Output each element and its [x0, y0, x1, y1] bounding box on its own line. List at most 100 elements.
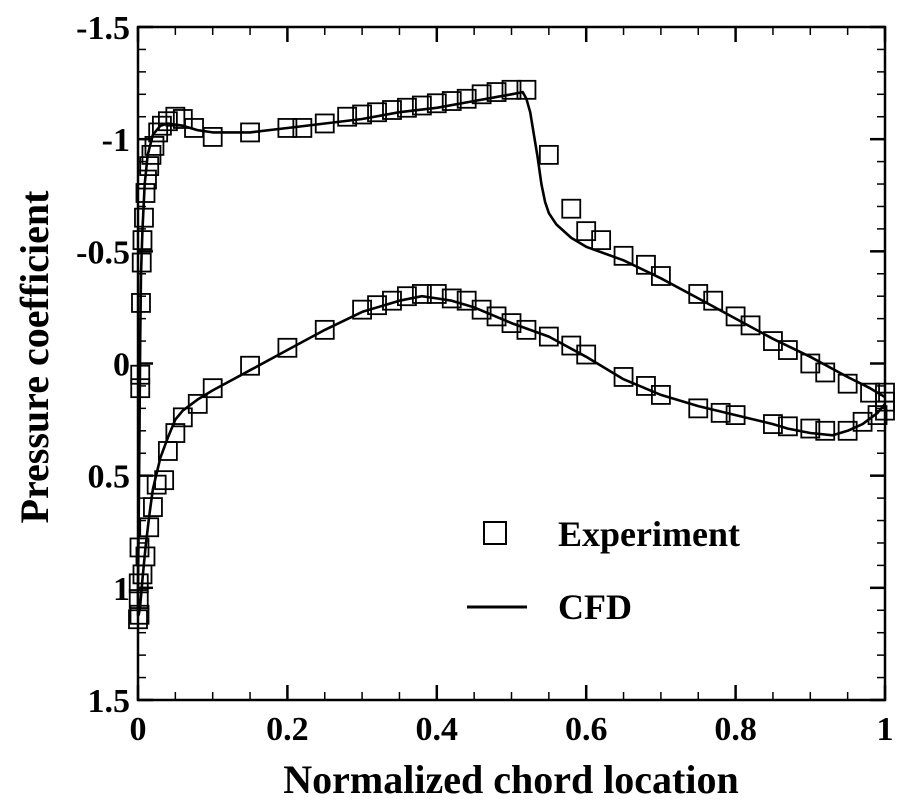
experiment-point — [143, 497, 163, 517]
experiment-point — [837, 373, 858, 394]
experiment-point — [471, 299, 492, 320]
x-tick-label: 0.4 — [416, 711, 459, 748]
experiment-point — [486, 82, 507, 102]
experiment-point — [613, 367, 634, 387]
experiment-point — [135, 546, 156, 567]
experiment-point — [703, 290, 724, 311]
legend-experiment-label: Experiment — [558, 514, 740, 554]
y-tick-label: 0 — [113, 347, 130, 384]
experiment-point — [456, 88, 477, 109]
experiment-point — [852, 411, 873, 432]
experiment-point — [132, 230, 153, 251]
experiment-point — [337, 106, 358, 127]
experiment-point — [636, 254, 656, 275]
experiment-point — [800, 418, 821, 439]
experiment-point — [277, 118, 298, 138]
x-tick-label: 0 — [130, 711, 147, 748]
experiment-point — [613, 245, 634, 266]
experiment-point — [501, 79, 522, 100]
experiment-point — [130, 378, 151, 399]
experiment-point — [411, 95, 432, 116]
x-tick-label: 0.2 — [266, 711, 309, 748]
experiment-point — [867, 405, 888, 425]
experiment-point — [411, 284, 432, 304]
y-tick-label: -1 — [102, 122, 130, 159]
experiment-point — [292, 118, 313, 138]
x-tick-labels: 0 0.2 0.4 0.6 0.8 1 — [130, 711, 894, 748]
y-tick-labels: -1.5 -1 -0.5 0 0.5 1 1.5 — [76, 10, 130, 720]
experiment-point — [187, 393, 208, 414]
experiment-point — [538, 144, 559, 165]
experiment-point — [651, 266, 671, 286]
experiment-point — [688, 284, 709, 304]
experiment-point — [129, 604, 150, 625]
x-tick-label: 0.8 — [714, 711, 757, 748]
experiment-point — [165, 106, 186, 127]
experiment-point — [576, 344, 597, 365]
experiment-point — [157, 111, 178, 132]
experiment-point — [382, 290, 402, 311]
experiment-point — [397, 286, 417, 307]
experiment-point — [165, 423, 186, 443]
experiment-point — [172, 407, 193, 428]
experiment-point — [352, 104, 373, 125]
legend: Experiment CFD — [467, 514, 740, 627]
x-tick-label: 1 — [877, 711, 894, 748]
y-tick-label: -0.5 — [76, 234, 130, 271]
experiment-point — [538, 326, 559, 347]
experiment-point — [240, 122, 260, 143]
experiment-point — [131, 252, 152, 273]
experiment-point — [314, 319, 335, 340]
plot-frame — [136, 25, 887, 702]
experiment-point — [154, 470, 175, 491]
experiment-point — [651, 385, 671, 405]
y-tick-label: 0.5 — [88, 459, 131, 496]
experiment-point — [382, 100, 402, 120]
y-axis-title: Pressure coefficient — [12, 190, 57, 524]
experiment-point — [561, 198, 582, 219]
experiment-point — [725, 405, 746, 425]
experiment-point — [146, 474, 167, 495]
experiment-point — [367, 102, 387, 123]
cfd-series — [136, 90, 886, 617]
experiment-point — [202, 378, 223, 399]
experiment-point — [314, 113, 335, 134]
experiment-point — [131, 293, 151, 313]
y-tick-label: -1.5 — [76, 10, 130, 47]
experiment-point — [710, 402, 731, 423]
y-tick-label: 1 — [113, 571, 130, 608]
experiment-point — [139, 517, 160, 538]
experiment-point — [777, 416, 798, 437]
experiment-point — [815, 420, 836, 441]
major-ticks — [136, 25, 887, 702]
x-axis-title: Normalized chord location — [283, 757, 739, 802]
experiment-point — [240, 355, 260, 376]
experiment-point — [426, 93, 447, 114]
legend-experiment-marker — [483, 521, 507, 545]
experiment-point — [471, 84, 492, 105]
experiment-series — [128, 79, 895, 630]
experiment-point — [516, 79, 537, 100]
experiment-point — [134, 207, 154, 228]
experiment-point — [130, 364, 151, 385]
experiment-point — [763, 414, 783, 434]
experiment-point — [397, 97, 417, 118]
experiment-point — [202, 127, 223, 147]
x-tick-label: 0.6 — [565, 711, 608, 748]
experiment-point — [441, 288, 462, 309]
experiment-point — [777, 340, 798, 360]
experiment-point — [815, 362, 836, 383]
legend-cfd-label: CFD — [558, 587, 632, 627]
experiment-point — [426, 284, 447, 304]
cfd-line — [136, 90, 886, 617]
experiment-point — [740, 315, 761, 336]
experiment-point — [144, 135, 165, 156]
experiment-point — [277, 337, 298, 358]
experiment-point — [139, 156, 160, 176]
experiment-point — [135, 183, 156, 203]
experiment-point — [352, 299, 373, 320]
experiment-point — [516, 319, 537, 340]
y-tick-label: 1.5 — [88, 683, 131, 720]
experiment-point — [591, 230, 612, 251]
